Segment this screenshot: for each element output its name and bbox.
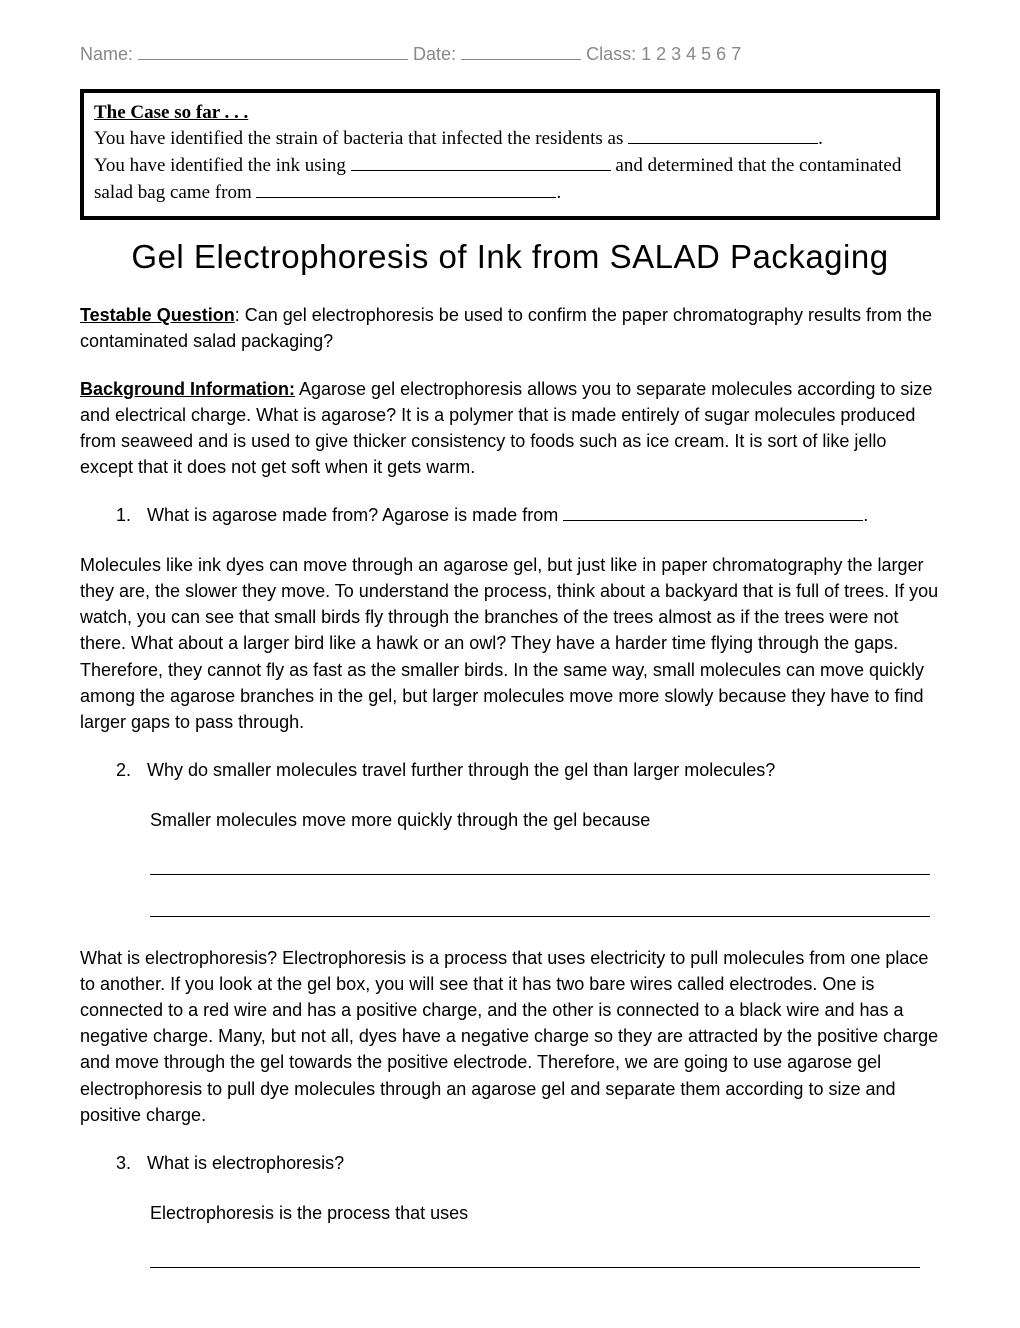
case-line1-suffix: . — [818, 128, 823, 149]
background-section: Background Information: Agarose gel elec… — [80, 376, 940, 480]
case-summary-box: The Case so far . . . You have identifie… — [80, 89, 940, 220]
case-title: The Case so far . . . — [94, 102, 248, 123]
class-label: Class: 1 2 3 4 5 6 7 — [586, 44, 741, 64]
q2-answer-prompt: Smaller molecules move more quickly thro… — [150, 807, 940, 833]
testable-question-section: Testable Question: Can gel electrophores… — [80, 302, 940, 354]
date-blank[interactable] — [461, 40, 581, 60]
question-3: 3. What is electrophoresis? Electrophore… — [80, 1150, 940, 1268]
q1-text: What is agarose made from? Agarose is ma… — [147, 505, 563, 525]
main-title: Gel Electrophoresis of Ink from SALAD Pa… — [80, 238, 940, 276]
q1-blank[interactable] — [563, 503, 863, 521]
question-1: 1. What is agarose made from? Agarose is… — [80, 502, 940, 528]
case-line-2: You have identified the ink using and de… — [94, 152, 926, 205]
q3-answer-line-1[interactable] — [150, 1248, 920, 1268]
worksheet-page: Name: Date: Class: 1 2 3 4 5 6 7 The Cas… — [0, 0, 1020, 1328]
case-blank-2[interactable] — [351, 152, 611, 171]
q1-suffix: . — [863, 505, 868, 525]
question-2: 2. Why do smaller molecules travel furth… — [80, 757, 940, 917]
q3-answer-prompt: Electrophoresis is the process that uses — [150, 1200, 940, 1226]
case-line2-text-a: You have identified the ink using — [94, 155, 351, 176]
paragraph-electrophoresis: What is electrophoresis? Electrophoresis… — [80, 945, 940, 1128]
case-blank-1[interactable] — [628, 125, 818, 144]
q1-number: 1. — [116, 502, 142, 528]
testable-question-label: Testable Question — [80, 305, 235, 325]
date-label: Date: — [413, 44, 456, 64]
q3-number: 3. — [116, 1150, 142, 1176]
header-fields: Name: Date: Class: 1 2 3 4 5 6 7 — [80, 40, 940, 65]
case-line1-text-a: You have identified the strain of bacter… — [94, 128, 628, 149]
q2-answer-line-1[interactable] — [150, 855, 930, 875]
case-line2-suffix: . — [556, 182, 561, 203]
paragraph-molecule-movement: Molecules like ink dyes can move through… — [80, 552, 940, 735]
name-blank[interactable] — [138, 40, 408, 60]
case-line-1: You have identified the strain of bacter… — [94, 125, 926, 152]
case-blank-3[interactable] — [256, 179, 556, 198]
q2-answer-line-2[interactable] — [150, 897, 930, 917]
q2-text: Why do smaller molecules travel further … — [147, 760, 775, 780]
background-label: Background Information: — [80, 379, 295, 399]
q2-number: 2. — [116, 757, 142, 783]
name-label: Name: — [80, 44, 133, 64]
q3-text: What is electrophoresis? — [147, 1153, 344, 1173]
